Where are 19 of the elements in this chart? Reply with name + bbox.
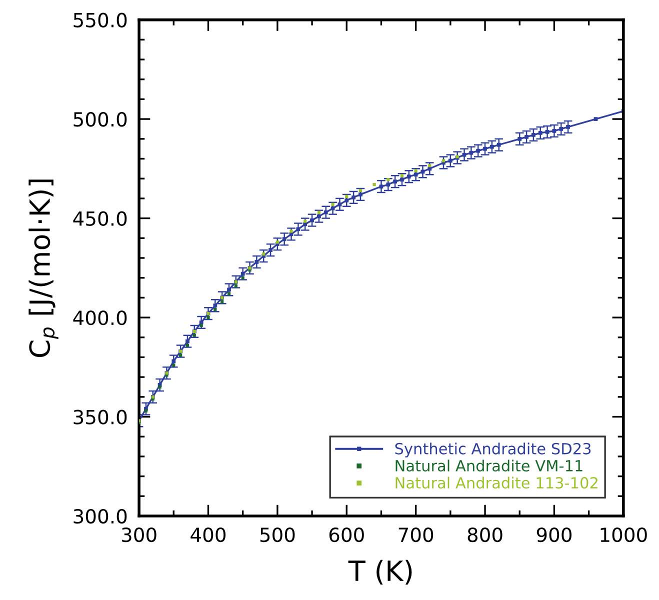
y-tick-label: 400.0	[73, 310, 127, 326]
x-tick-label: 300	[122, 527, 156, 542]
legend-label: Natural Andradite VM-11	[396, 460, 582, 472]
legend-label: Synthetic Andradite SD23	[395, 442, 591, 458]
y-tick-label: 550.0	[74, 12, 127, 28]
legend-label: Natural Andradite 113-102	[396, 476, 598, 489]
x-tick-label: 700	[398, 527, 434, 542]
x-tick-label: 1000	[600, 527, 647, 542]
y-axis-title: C$_{p}$ [J/(mol·K)]	[28, 180, 58, 358]
x-axis-title: T (K)	[348, 560, 412, 585]
y-tick-label: 450.0	[73, 211, 127, 226]
x-tick-label: 800	[468, 527, 502, 542]
x-tick-label: 600	[329, 527, 364, 542]
x-tick-label: 400	[190, 527, 226, 542]
x-tick-label: 900	[536, 527, 572, 542]
y-tick-label: 500.0	[74, 112, 127, 127]
y-tick-label: 300.0	[74, 508, 127, 524]
y-tick-label: 350.0	[74, 410, 127, 424]
x-tick-label: 500	[260, 527, 295, 542]
